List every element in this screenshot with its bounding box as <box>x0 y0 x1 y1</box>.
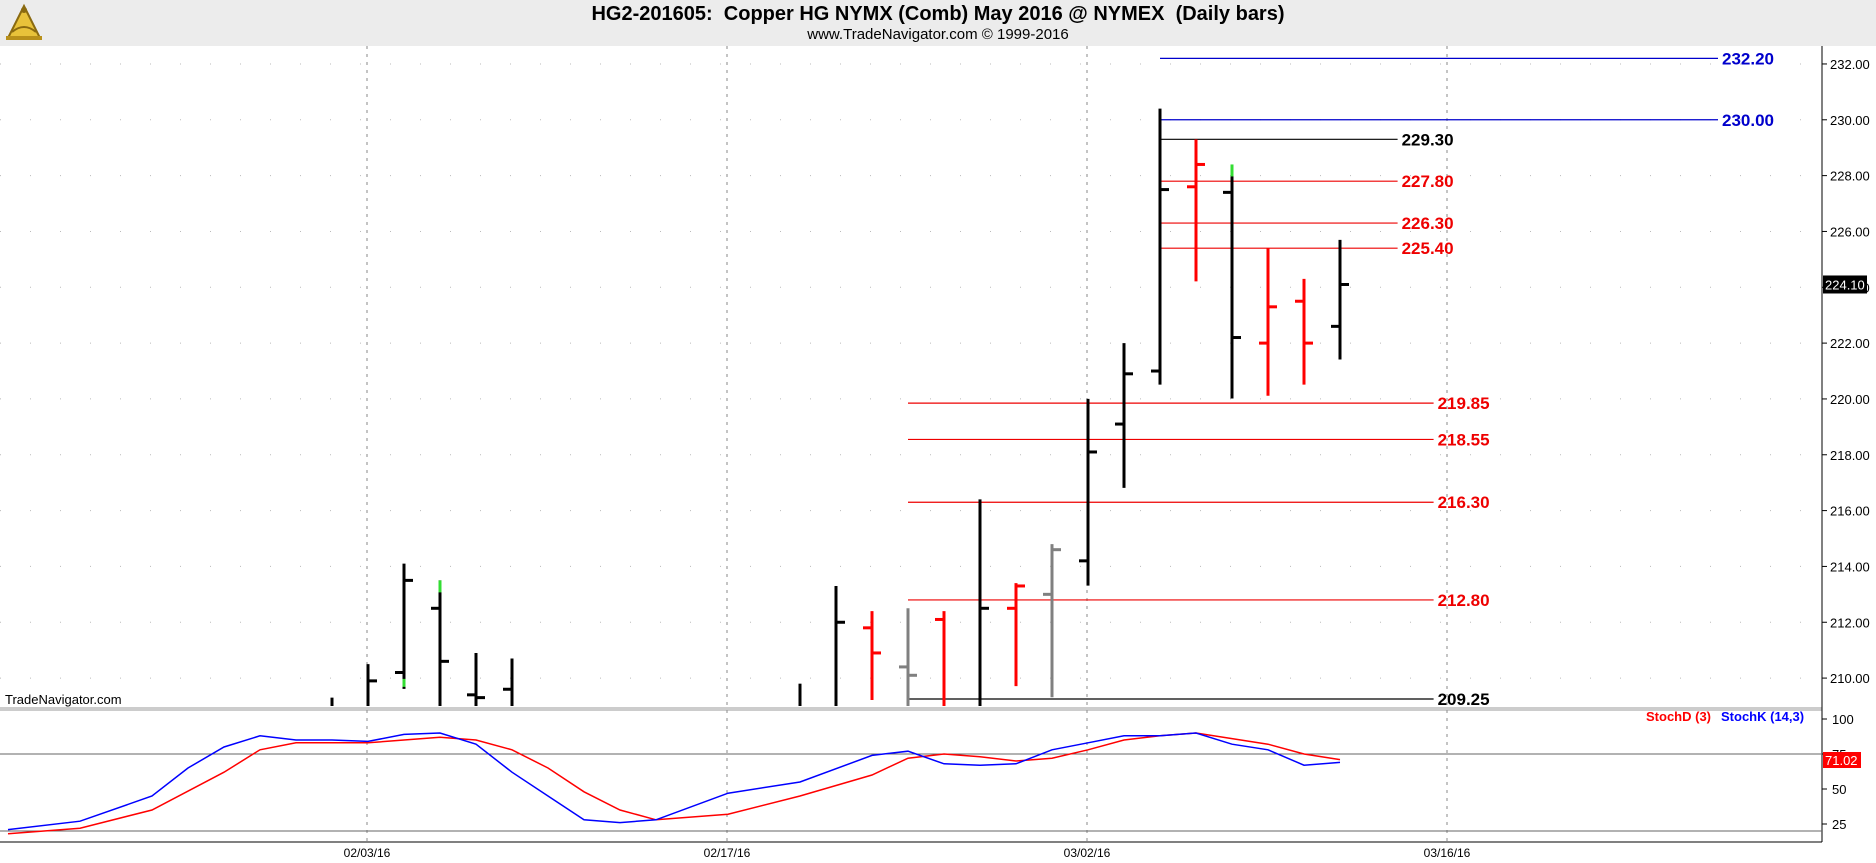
y-tick-label: 214.00 <box>1830 559 1870 574</box>
stoch-series-line <box>7 732 1341 835</box>
title-bar <box>0 0 1876 46</box>
grid <box>0 46 1822 842</box>
legend-stoch-d: StochD (3) <box>1646 709 1711 724</box>
last-price-box <box>1823 275 1867 294</box>
ohlc-bar <box>503 658 514 706</box>
stoch-tick-label: 25 <box>1832 817 1846 832</box>
level-label: 232.20 <box>1722 49 1774 68</box>
ohlc-bar <box>1043 544 1061 698</box>
y-tick-label: 220.00 <box>1830 392 1870 407</box>
price-levels: 232.20 230.00 229.30 227.80 226.30 225.40 219.… <box>908 49 1774 709</box>
level-label: 216.30 <box>1438 493 1490 512</box>
level-label: 212.80 <box>1438 591 1490 610</box>
ohlc-bar <box>467 652 485 706</box>
date-axis: 02/03/16 02/17/16 03/02/16 03/16/16 <box>344 846 1471 860</box>
stoch-series-line <box>7 732 1341 831</box>
pane-separators <box>0 46 1823 843</box>
ohlc-bar <box>1187 139 1205 282</box>
watermark: TradeNavigator.com <box>5 692 122 707</box>
chart-title: HG2-201605: Copper HG NYMX (Comb) May 20… <box>591 3 1285 25</box>
ohlc-bar <box>1079 398 1097 586</box>
price-axis: 210.00 212.00 214.00 216.00 218.00 220.00 222.… <box>1822 57 1870 686</box>
level-label: 226.30 <box>1402 214 1454 233</box>
ohlc-bar <box>330 697 334 706</box>
y-tick-label: 216.00 <box>1830 504 1870 519</box>
ohlc-bar <box>431 580 449 706</box>
level-label: 227.80 <box>1402 172 1454 191</box>
ohlc-bar <box>647 712 665 728</box>
y-tick-label: 232.00 <box>1830 57 1870 72</box>
stoch-tick-label: 100 <box>1832 712 1854 727</box>
y-tick-label: 226.00 <box>1830 224 1870 239</box>
price-bars <box>330 108 1349 728</box>
level-label: 219.85 <box>1438 394 1490 413</box>
ohlc-bar <box>719 714 737 728</box>
stoch-last-box <box>1823 752 1861 768</box>
x-tick-label: 03/16/16 <box>1424 846 1471 860</box>
stoch-tick-label: 50 <box>1832 782 1846 797</box>
sextant-logo-icon <box>6 3 42 40</box>
ohlc-bar <box>1223 164 1241 399</box>
stochastic-pane: 255075100StochD (3)StochK (14,3)71.02 <box>0 709 1861 835</box>
ohlc-bar <box>683 712 701 728</box>
ohlc-bar <box>1007 583 1025 687</box>
x-tick-label: 02/03/16 <box>344 846 391 860</box>
y-tick-label: 218.00 <box>1830 448 1870 463</box>
x-tick-label: 02/17/16 <box>704 846 751 860</box>
chart-subtitle: www.TradeNavigator.com © 1999-2016 <box>807 26 1069 43</box>
ohlc-bar <box>978 499 989 706</box>
level-label: 230.00 <box>1722 111 1774 130</box>
last-price-label: 224.10 <box>1825 277 1865 292</box>
ohlc-bar <box>1151 108 1169 385</box>
y-tick-label: 212.00 <box>1830 615 1870 630</box>
ohlc-bar <box>366 664 377 706</box>
ohlc-bar <box>1115 343 1133 488</box>
bars-clip <box>330 108 1349 728</box>
level-label: 218.55 <box>1438 430 1490 449</box>
ohlc-bar <box>863 611 881 701</box>
legend-stoch-k: StochK (14,3) <box>1721 709 1804 724</box>
ohlc-bar <box>834 585 845 706</box>
ohlc-bar <box>1331 239 1349 360</box>
ohlc-bar <box>899 608 917 706</box>
y-tick-label: 228.00 <box>1830 169 1870 184</box>
ohlc-bar <box>1295 278 1313 385</box>
level-label: 209.25 <box>1438 690 1490 709</box>
stoch-last-label: 71.02 <box>1825 753 1858 768</box>
ohlc-bar <box>798 683 802 706</box>
y-tick-label: 222.00 <box>1830 336 1870 351</box>
ohlc-bar <box>395 563 413 689</box>
x-tick-label: 03/02/16 <box>1064 846 1111 860</box>
ohlc-bar <box>1259 248 1277 396</box>
level-label: 229.30 <box>1402 130 1454 149</box>
y-tick-label: 210.00 <box>1830 671 1870 686</box>
level-label: 225.40 <box>1402 239 1454 258</box>
ohlc-bar <box>935 611 946 706</box>
y-tick-label: 230.00 <box>1830 113 1870 128</box>
